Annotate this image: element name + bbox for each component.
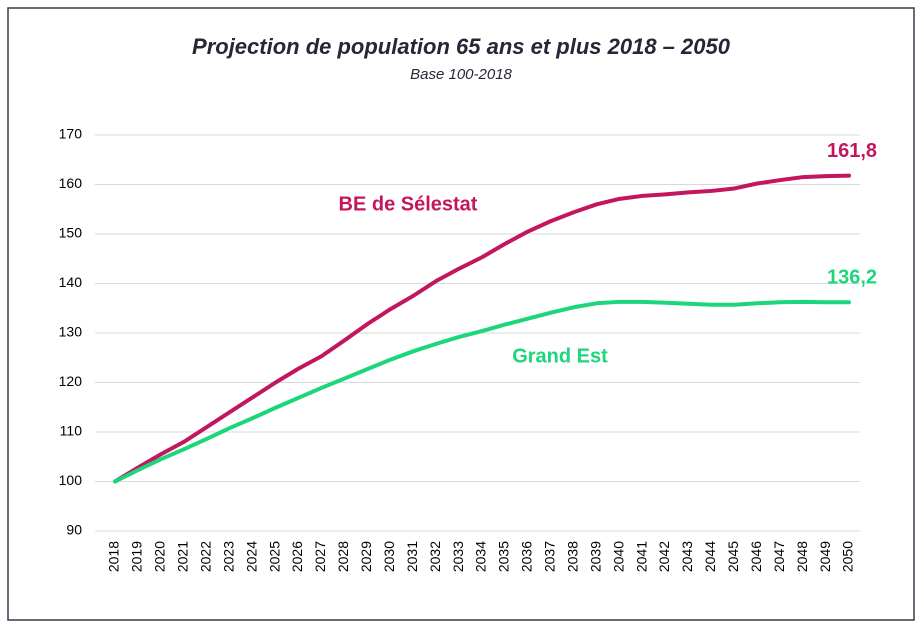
x-tick-label: 2024	[243, 541, 259, 572]
x-tick-label: 2030	[381, 541, 397, 572]
y-tick-label: 140	[59, 274, 83, 290]
x-tick-label: 2049	[817, 541, 833, 572]
x-tick-label: 2040	[610, 541, 626, 572]
series-name: Grand Est	[512, 345, 608, 367]
x-tick-label: 2038	[564, 541, 580, 572]
y-tick-label: 120	[59, 373, 83, 389]
x-tick-label: 2035	[496, 541, 512, 572]
x-tick-label: 2046	[748, 541, 764, 572]
x-tick-label: 2050	[840, 541, 856, 572]
x-tick-label: 2041	[633, 541, 649, 572]
chart-title: Projection de population 65 ans et plus …	[192, 34, 731, 59]
series-name: BE de Sélestat	[339, 193, 478, 215]
x-tick-label: 2047	[771, 541, 787, 572]
y-tick-label: 100	[59, 472, 83, 488]
x-tick-label: 2045	[725, 541, 741, 572]
x-tick-label: 2022	[197, 541, 213, 572]
x-tick-label: 2018	[106, 541, 122, 572]
frame	[7, 7, 915, 621]
x-tick-label: 2020	[152, 541, 168, 572]
x-tick-label: 2044	[702, 541, 718, 572]
y-tick-label: 170	[59, 126, 83, 142]
y-tick-label: 160	[59, 175, 83, 191]
y-tick-label: 130	[59, 324, 83, 340]
value-label: 136,2	[827, 267, 877, 289]
x-tick-label: 2026	[289, 541, 305, 572]
chart-subtitle: Base 100-2018	[410, 66, 512, 83]
x-tick-label: 2028	[335, 541, 351, 572]
series-line	[113, 173, 851, 484]
x-tick-label: 2019	[129, 541, 145, 572]
x-tick-label: 2032	[427, 541, 443, 572]
y-tick-label: 90	[66, 522, 82, 538]
x-tick-label: 2031	[404, 541, 420, 572]
value-label: 161,8	[827, 140, 877, 162]
x-tick-label: 2048	[794, 541, 810, 572]
x-tick-label: 2037	[542, 541, 558, 572]
x-tick-label: 2021	[175, 541, 191, 572]
x-tick-label: 2039	[587, 541, 603, 572]
x-tick-label: 2025	[266, 541, 282, 572]
x-tick-label: 2043	[679, 541, 695, 572]
x-tick-label: 2034	[473, 541, 489, 572]
x-tick-label: 2027	[312, 541, 328, 572]
series-line	[113, 299, 851, 484]
x-tick-label: 2036	[519, 541, 535, 572]
y-tick-label: 110	[60, 423, 83, 439]
x-tick-label: 2029	[358, 541, 374, 572]
x-tick-label: 2042	[656, 541, 672, 572]
y-tick-label: 150	[59, 225, 83, 241]
x-tick-label: 2023	[220, 541, 236, 572]
x-tick-label: 2033	[450, 541, 466, 572]
